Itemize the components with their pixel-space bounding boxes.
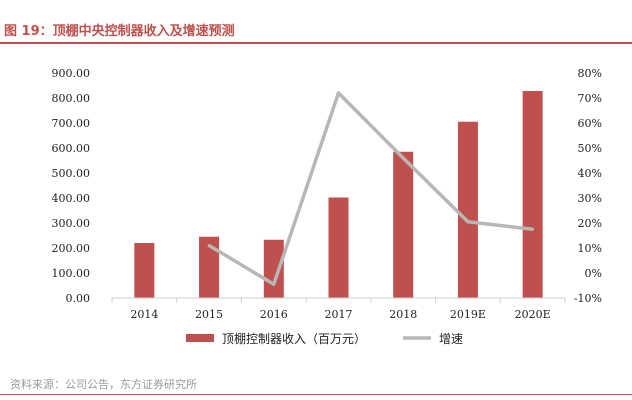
growth-point-2020E	[531, 227, 535, 231]
growth-point-2016	[272, 282, 276, 286]
right-tick-label: 20%	[578, 217, 602, 230]
growth-point-2018	[401, 156, 405, 160]
growth-point-2015	[207, 244, 211, 247]
x-tick-label: 2014	[130, 308, 158, 321]
bar-2015	[199, 236, 220, 298]
right-tick-label: -10%	[574, 292, 602, 305]
right-axis-ticks: -10% 0% 10% 20% 30% 40% 50% 60% 70% 80%	[574, 67, 602, 305]
left-tick-label: 400.00	[52, 192, 91, 205]
right-tick-label: 30%	[578, 192, 602, 205]
right-tick-label: 10%	[578, 242, 602, 255]
growth-line	[208, 91, 533, 286]
bar-2014	[134, 243, 155, 298]
right-tick-label: 60%	[578, 117, 602, 130]
x-tick-label: 2017	[325, 308, 353, 321]
bar-2019E	[457, 121, 478, 298]
bar-2017	[328, 197, 349, 298]
x-tick-label: 2018	[389, 308, 417, 321]
right-tick-label: 80%	[578, 67, 602, 80]
x-tick-label: 2016	[260, 308, 288, 321]
right-tick-label: 50%	[578, 142, 602, 155]
bar-2020E	[522, 91, 543, 298]
growth-point-2017	[337, 91, 340, 95]
right-tick-label: 0%	[585, 267, 602, 280]
legend-line-label: 增速	[439, 332, 463, 346]
bottom-rule	[0, 394, 632, 395]
bar-2016	[263, 239, 284, 298]
bar-series	[111, 91, 566, 303]
x-axis-labels: 2014 2015 2016 2017 2018 2019E 2020E	[130, 308, 550, 321]
source-note: 资料来源：公司公告，东方证券研究所	[10, 378, 197, 391]
chart-title: 图 19：顶棚中央控制器收入及增速预测	[4, 24, 235, 39]
left-tick-label: 0.00	[66, 292, 91, 305]
combo-chart: 0.00 100.00 200.00 300.00 400.00 500.00 600.00…	[52, 67, 603, 346]
legend: 顶棚控制器收入（百万元） 增速	[186, 331, 463, 346]
left-tick-label: 900.00	[52, 67, 91, 80]
x-tick-label: 2015	[195, 308, 223, 321]
left-tick-label: 200.00	[52, 242, 91, 255]
left-tick-label: 800.00	[52, 92, 91, 105]
legend-bar-swatch	[186, 334, 214, 342]
x-tick-label: 2020E	[515, 308, 551, 321]
left-axis-ticks: 0.00 100.00 200.00 300.00 400.00 500.00 600.00…	[52, 67, 91, 305]
growth-point-2019E	[466, 220, 470, 224]
line-series	[207, 91, 535, 286]
left-tick-label: 300.00	[52, 217, 91, 230]
left-tick-label: 100.00	[52, 267, 91, 280]
legend-bar-label: 顶棚控制器收入（百万元）	[222, 331, 366, 346]
left-tick-label: 500.00	[52, 167, 91, 180]
left-tick-label: 600.00	[52, 142, 91, 155]
title-rule	[0, 42, 632, 44]
x-tick-label: 2019E	[450, 308, 486, 321]
right-tick-label: 40%	[578, 167, 602, 180]
left-tick-label: 700.00	[52, 117, 91, 130]
right-tick-label: 70%	[578, 92, 602, 105]
bar-2018	[393, 151, 414, 298]
